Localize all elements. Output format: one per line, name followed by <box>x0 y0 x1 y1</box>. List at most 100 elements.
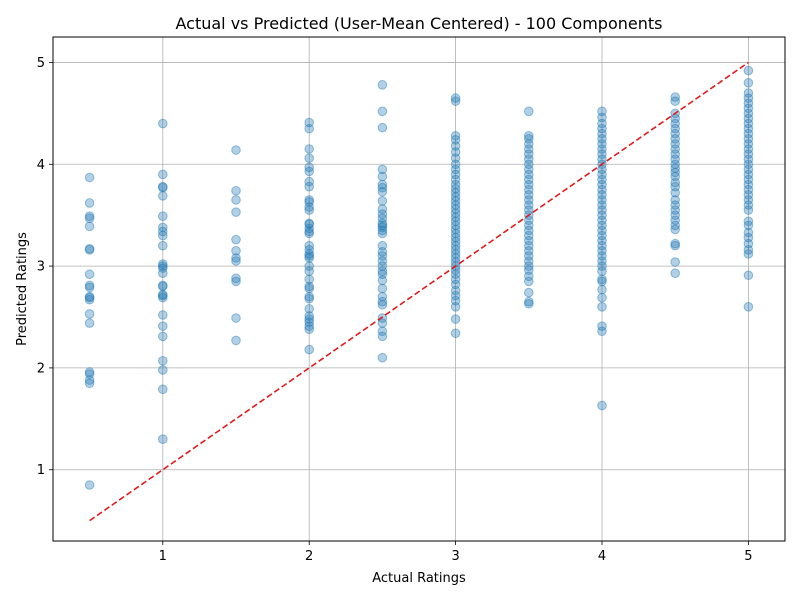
x-axis-label: Actual Ratings <box>372 571 466 586</box>
data-point <box>597 195 607 205</box>
data-point <box>450 183 461 194</box>
data-point <box>743 200 754 210</box>
data-point <box>743 195 754 205</box>
data-point <box>743 154 754 164</box>
x-tick-label: 3 <box>451 549 459 564</box>
data-point <box>743 179 754 190</box>
data-point <box>304 205 315 215</box>
data-point <box>450 200 461 210</box>
data-point <box>231 313 241 323</box>
data-point <box>670 128 681 139</box>
data-point <box>377 269 388 280</box>
data-point <box>450 169 461 180</box>
data-point <box>377 256 388 266</box>
data-point <box>158 292 168 303</box>
data-point <box>743 108 754 119</box>
y-tick-label: 5 <box>37 56 45 71</box>
data-point <box>304 249 315 259</box>
data-point <box>231 145 241 155</box>
data-point <box>84 198 95 208</box>
data-point <box>743 113 754 124</box>
y-axis-label: Predicted Ratings <box>15 232 30 346</box>
data-point <box>597 220 607 231</box>
data-point <box>743 149 754 159</box>
data-point <box>377 213 388 224</box>
data-point <box>304 293 315 304</box>
y-tick-label: 3 <box>37 260 45 275</box>
data-point <box>670 224 681 235</box>
data-point <box>450 249 461 259</box>
data-point <box>524 134 534 144</box>
data-point <box>158 118 168 129</box>
data-point <box>597 302 607 312</box>
data-point <box>743 164 754 175</box>
data-point <box>743 232 754 243</box>
data-point <box>304 176 315 187</box>
data-point <box>670 163 681 174</box>
data-point <box>304 240 315 251</box>
data-point <box>304 245 315 255</box>
x-axis-ticks: 1 2 3 4 5 <box>159 541 753 564</box>
data-point <box>450 253 461 263</box>
data-point <box>84 369 95 379</box>
data-point <box>597 284 607 295</box>
data-point <box>304 291 315 302</box>
data-point <box>450 192 461 202</box>
data-point <box>597 246 607 256</box>
data-point <box>450 153 461 163</box>
data-point <box>597 326 607 337</box>
data-point <box>450 269 461 280</box>
data-point <box>377 171 388 182</box>
data-point <box>743 98 754 108</box>
data-point <box>524 159 534 170</box>
data-point <box>377 164 388 175</box>
data-point <box>743 139 754 149</box>
data-point <box>158 289 168 300</box>
data-point <box>743 78 754 88</box>
data-point <box>84 280 95 291</box>
data-point <box>450 141 461 151</box>
data-point <box>743 93 754 103</box>
data-point <box>158 355 168 366</box>
data-point <box>670 134 681 144</box>
data-point <box>84 309 95 319</box>
data-point <box>231 276 241 287</box>
data-point <box>597 266 607 276</box>
data-point <box>377 222 388 233</box>
data-point <box>450 314 461 324</box>
data-point <box>377 352 388 363</box>
data-point <box>524 296 534 307</box>
data-point <box>450 93 461 103</box>
data-point <box>670 220 681 231</box>
data-point <box>524 130 534 141</box>
data-point <box>670 96 681 106</box>
data-point <box>84 375 95 385</box>
y-tick-label: 2 <box>37 361 45 376</box>
data-point <box>670 181 681 192</box>
data-point <box>597 200 607 210</box>
data-point <box>524 184 534 195</box>
plot-frame <box>52 36 786 542</box>
data-point <box>450 224 461 235</box>
data-point <box>158 290 168 301</box>
data-point <box>450 295 461 306</box>
grid <box>53 37 785 541</box>
data-point <box>377 296 388 307</box>
data-point <box>304 311 315 321</box>
data-point <box>524 139 534 149</box>
data-point <box>450 274 461 285</box>
data-point <box>450 204 461 214</box>
data-point <box>84 243 95 254</box>
data-point <box>524 220 534 231</box>
data-point <box>304 344 315 355</box>
data-point <box>377 218 388 229</box>
data-point <box>304 266 315 276</box>
data-point <box>84 245 95 255</box>
data-point <box>450 302 461 312</box>
data-point <box>524 225 534 236</box>
data-point <box>158 240 168 251</box>
data-point <box>524 298 534 309</box>
data-point <box>377 80 388 90</box>
data-point <box>377 209 388 219</box>
